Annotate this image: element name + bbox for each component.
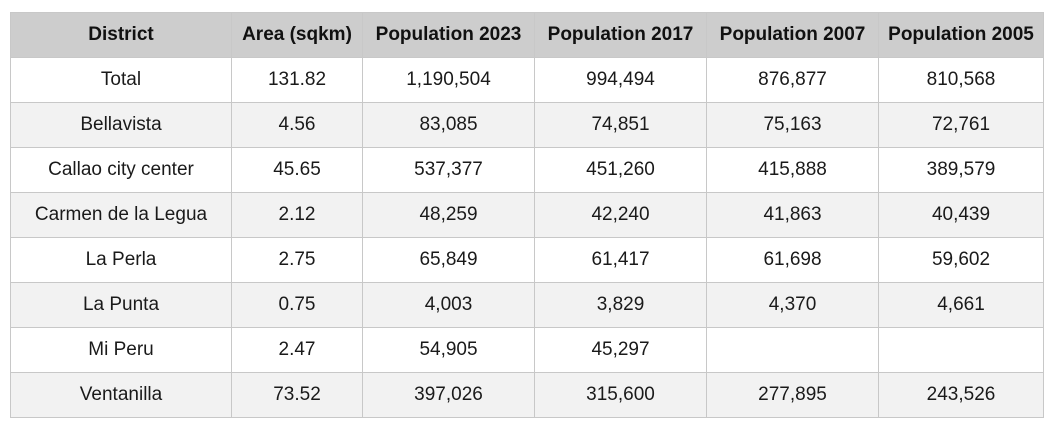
district-population-table: District Area (sqkm) Population 2023 Pop… bbox=[10, 12, 1044, 418]
cell-area: 73.52 bbox=[231, 372, 363, 418]
cell-population-2007: 75,163 bbox=[706, 102, 879, 148]
cell-area: 45.65 bbox=[231, 147, 363, 193]
cell-population-2017: 45,297 bbox=[534, 327, 707, 373]
cell-district: Ventanilla bbox=[10, 372, 232, 418]
cell-district: La Punta bbox=[10, 282, 232, 328]
table-row: Ventanilla 73.52 397,026 315,600 277,895… bbox=[10, 372, 1044, 418]
table-row: La Perla 2.75 65,849 61,417 61,698 59,60… bbox=[10, 237, 1044, 283]
column-header-population-2005: Population 2005 bbox=[878, 12, 1044, 58]
cell-population-2017: 315,600 bbox=[534, 372, 707, 418]
table-row: Carmen de la Legua 2.12 48,259 42,240 41… bbox=[10, 192, 1044, 238]
cell-population-2007: 41,863 bbox=[706, 192, 879, 238]
cell-population-2023: 4,003 bbox=[362, 282, 535, 328]
cell-area: 4.56 bbox=[231, 102, 363, 148]
column-header-district: District bbox=[10, 12, 232, 58]
table-row: Callao city center 45.65 537,377 451,260… bbox=[10, 147, 1044, 193]
cell-population-2005: 59,602 bbox=[878, 237, 1044, 283]
cell-population-2023: 1,190,504 bbox=[362, 57, 535, 103]
table-header-row: District Area (sqkm) Population 2023 Pop… bbox=[10, 12, 1044, 58]
cell-district: Total bbox=[10, 57, 232, 103]
cell-population-2017: 61,417 bbox=[534, 237, 707, 283]
column-header-area: Area (sqkm) bbox=[231, 12, 363, 58]
cell-population-2005: 72,761 bbox=[878, 102, 1044, 148]
cell-district: Callao city center bbox=[10, 147, 232, 193]
cell-population-2023: 54,905 bbox=[362, 327, 535, 373]
cell-population-2005: 4,661 bbox=[878, 282, 1044, 328]
cell-population-2007: 415,888 bbox=[706, 147, 879, 193]
cell-population-2007: 4,370 bbox=[706, 282, 879, 328]
cell-population-2017: 42,240 bbox=[534, 192, 707, 238]
cell-district: Carmen de la Legua bbox=[10, 192, 232, 238]
column-header-population-2017: Population 2017 bbox=[534, 12, 707, 58]
cell-population-2005: 810,568 bbox=[878, 57, 1044, 103]
table-row: Mi Peru 2.47 54,905 45,297 bbox=[10, 327, 1044, 373]
cell-population-2023: 65,849 bbox=[362, 237, 535, 283]
cell-population-2005: 389,579 bbox=[878, 147, 1044, 193]
cell-population-2005: 40,439 bbox=[878, 192, 1044, 238]
cell-population-2007: 876,877 bbox=[706, 57, 879, 103]
cell-population-2005 bbox=[878, 327, 1044, 373]
cell-population-2023: 397,026 bbox=[362, 372, 535, 418]
table-row: La Punta 0.75 4,003 3,829 4,370 4,661 bbox=[10, 282, 1044, 328]
cell-population-2023: 83,085 bbox=[362, 102, 535, 148]
table-row: Bellavista 4.56 83,085 74,851 75,163 72,… bbox=[10, 102, 1044, 148]
column-header-population-2023: Population 2023 bbox=[362, 12, 535, 58]
cell-area: 2.12 bbox=[231, 192, 363, 238]
cell-population-2017: 994,494 bbox=[534, 57, 707, 103]
cell-area: 131.82 bbox=[231, 57, 363, 103]
cell-district: La Perla bbox=[10, 237, 232, 283]
cell-population-2007 bbox=[706, 327, 879, 373]
cell-area: 2.75 bbox=[231, 237, 363, 283]
cell-population-2017: 451,260 bbox=[534, 147, 707, 193]
cell-area: 0.75 bbox=[231, 282, 363, 328]
cell-district: Mi Peru bbox=[10, 327, 232, 373]
cell-population-2017: 3,829 bbox=[534, 282, 707, 328]
cell-population-2017: 74,851 bbox=[534, 102, 707, 148]
cell-population-2005: 243,526 bbox=[878, 372, 1044, 418]
table-row: Total 131.82 1,190,504 994,494 876,877 8… bbox=[10, 57, 1044, 103]
cell-district: Bellavista bbox=[10, 102, 232, 148]
column-header-population-2007: Population 2007 bbox=[706, 12, 879, 58]
cell-area: 2.47 bbox=[231, 327, 363, 373]
cell-population-2007: 61,698 bbox=[706, 237, 879, 283]
cell-population-2023: 537,377 bbox=[362, 147, 535, 193]
cell-population-2023: 48,259 bbox=[362, 192, 535, 238]
cell-population-2007: 277,895 bbox=[706, 372, 879, 418]
